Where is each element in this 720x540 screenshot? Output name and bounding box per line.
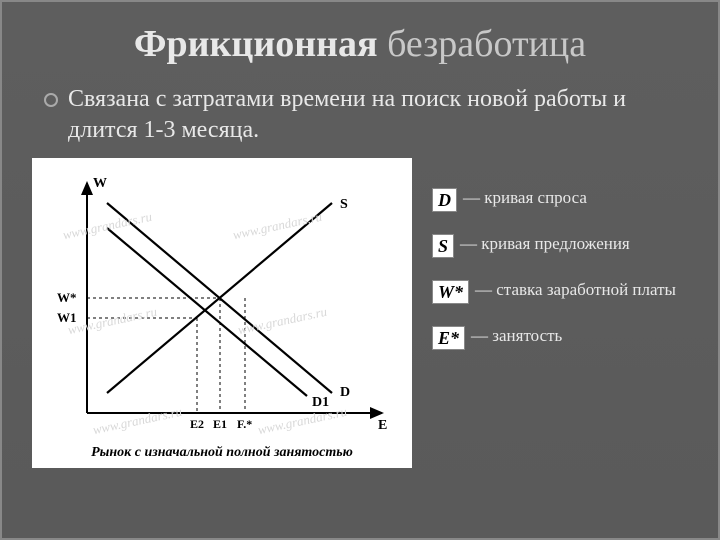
page-title: Фрикционная безработица: [32, 22, 688, 66]
svg-text:E: E: [378, 418, 387, 433]
legend-text: — кривая предложения: [460, 234, 630, 254]
svg-text:E2: E2: [190, 417, 204, 431]
legend-symbol: W*: [432, 280, 469, 304]
supply-demand-chart: W E S D D1 W* W1 E2 E1 F.* Рынок с изначальной пол…: [32, 158, 412, 468]
description-text: Связана с затратами времени на поиск нов…: [68, 84, 688, 146]
svg-text:S: S: [340, 197, 348, 212]
description-row: Связана с затратами времени на поиск нов…: [32, 84, 688, 146]
svg-text:D1: D1: [312, 395, 329, 410]
svg-text:W*: W*: [57, 290, 77, 305]
legend-symbol: D: [432, 188, 457, 212]
legend-symbol: E*: [432, 326, 465, 350]
svg-text:Рынок с изначальной полной зан: Рынок с изначальной полной занятостью: [91, 445, 353, 460]
title-bold: Фрикционная: [134, 23, 378, 65]
legend-symbol: S: [432, 234, 454, 258]
title-rest: безработица: [378, 23, 587, 65]
legend-text: — кривая спроса: [463, 188, 587, 208]
svg-text:W1: W1: [57, 310, 77, 325]
legend: D — кривая спроса S — кривая предложения…: [432, 158, 676, 350]
legend-item-w: W* — ставка заработной платы: [432, 280, 676, 304]
svg-text:W: W: [93, 176, 107, 191]
legend-text: — ставка заработной платы: [475, 280, 676, 300]
svg-text:F.*: F.*: [237, 417, 252, 431]
svg-text:D: D: [340, 385, 350, 400]
legend-text: — занятость: [471, 326, 562, 346]
bullet-icon: [44, 93, 58, 107]
slide: Фрикционная безработица Связана с затрат…: [0, 0, 720, 540]
content-area: WESDD1W*W1E2E1F.*Рынок с изначальной пол…: [32, 158, 688, 468]
legend-item-e: E* — занятость: [432, 326, 676, 350]
chart-container: W E S D D1 W* W1 E2 E1 F.* Рынок с изначальной пол…: [32, 158, 412, 468]
legend-item-s: S — кривая предложения: [432, 234, 676, 258]
svg-text:E1: E1: [213, 417, 227, 431]
legend-item-d: D — кривая спроса: [432, 188, 676, 212]
